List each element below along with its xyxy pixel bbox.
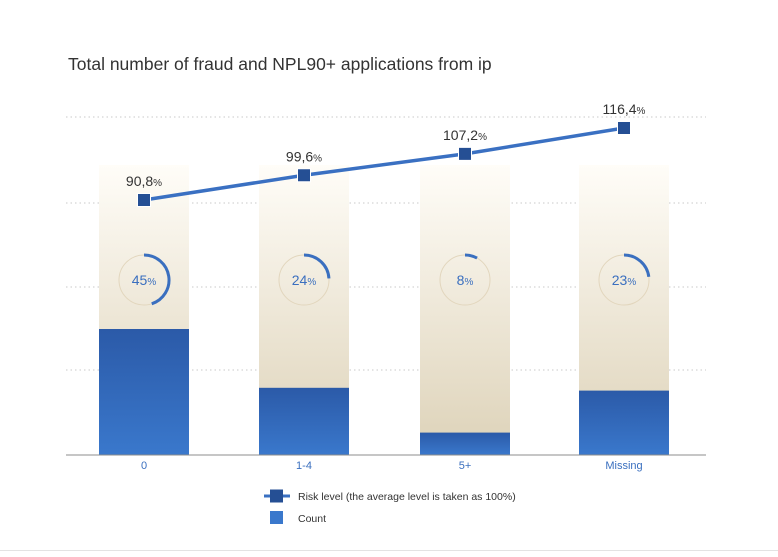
share-ring-arc [303,253,331,279]
x-tick-label: Missing [605,460,642,472]
risk-level-data-label: 116,4% [603,101,646,117]
count-bar [259,387,349,455]
share-rings: 45% 24% 8% 23% [118,253,651,306]
x-tick-labels: 0 1-4 5+ Missing [141,460,643,472]
gridlines [66,116,706,371]
count-bar [579,390,669,455]
share-ring-arc [464,253,478,260]
share-label: 24% [292,272,317,288]
risk-level-data-label: 90,8% [126,173,162,189]
legend-marker-swatch [270,489,283,503]
x-tick-label: 1-4 [296,460,312,472]
risk-level-line: 90,8% 99,6% 107,2% 116,4% [126,101,646,207]
share-label: 8% [457,272,474,288]
x-tick-label: 5+ [459,460,472,472]
share-ring-arc [623,253,651,278]
legend-label-count: Count [298,513,326,525]
count-bars [99,329,669,455]
legend-bar-swatch [270,511,283,524]
risk-level-data-label: 99,6% [286,148,322,164]
risk-level-data-label: 107,2% [443,127,487,143]
legend: Risk level (the average level is taken a… [264,489,516,525]
share-label: 23% [612,272,637,288]
chart-title: Total number of fraud and NPL90+ applica… [68,54,492,74]
share-ring-arc [143,253,171,306]
legend-item-risk-level: Risk level (the average level is taken a… [264,489,516,503]
legend-label-risk-level: Risk level (the average level is taken a… [298,491,516,503]
risk-level-point [617,121,631,135]
risk-level-point [458,146,472,161]
risk-level-point [297,168,311,183]
bottom-divider [0,550,778,551]
x-tick-label: 0 [141,460,147,472]
column-background [420,165,510,455]
count-bar [420,432,510,455]
count-bar [99,329,189,455]
risk-level-series-line [143,126,625,202]
share-label: 45% [132,272,157,288]
risk-level-point [137,193,151,207]
legend-item-count: Count [270,511,326,525]
